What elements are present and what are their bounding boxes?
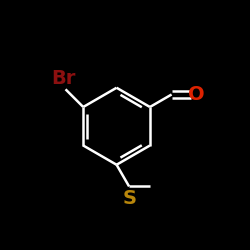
Text: O: O	[188, 85, 204, 104]
Text: Br: Br	[52, 69, 76, 88]
Text: S: S	[123, 189, 137, 208]
